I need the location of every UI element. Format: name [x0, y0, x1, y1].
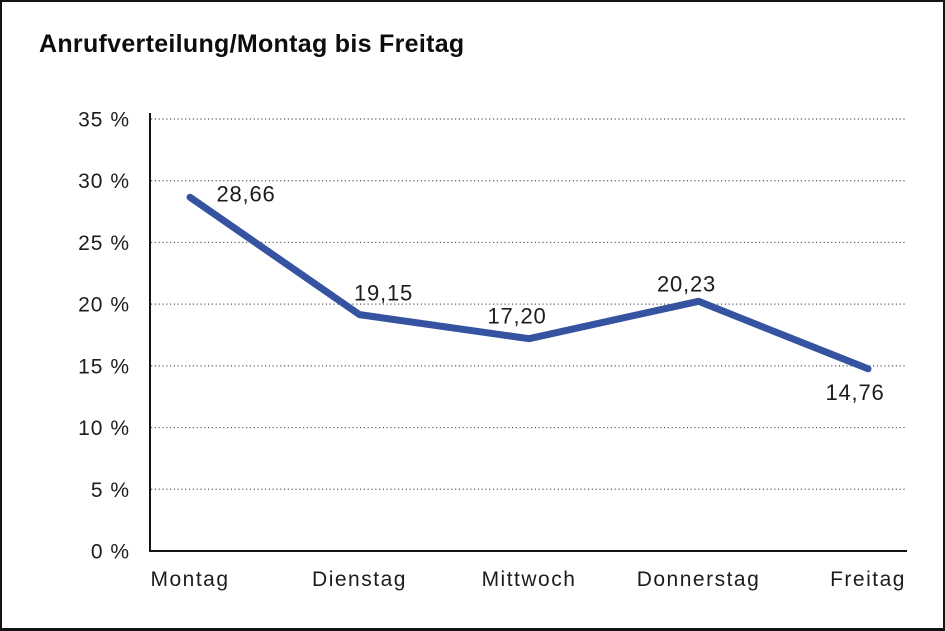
y-tick-label: 15 %	[78, 355, 130, 378]
data-point-label: 20,23	[657, 271, 716, 296]
y-tick-label: 20 %	[78, 294, 130, 317]
x-category-label: Mittwoch	[482, 568, 577, 591]
x-category-label: Donnerstag	[637, 568, 761, 591]
data-point-label: 28,66	[216, 181, 275, 206]
y-tick-label: 0 %	[91, 541, 130, 564]
data-point-label: 19,15	[354, 281, 413, 306]
y-tick-label: 10 %	[78, 417, 130, 440]
y-tick-label: 5 %	[91, 479, 130, 502]
y-tick-label: 25 %	[78, 232, 130, 255]
chart-title: Anrufverteilung/Montag bis Freitag	[39, 30, 465, 58]
data-point-label: 14,76	[825, 380, 884, 405]
data-series-line	[186, 193, 872, 373]
y-tick-label: 30 %	[78, 170, 130, 193]
y-tick-label: 35 %	[78, 109, 130, 132]
x-category-label: Freitag	[830, 568, 906, 591]
x-category-label: Montag	[150, 568, 229, 591]
data-point-label: 17,20	[487, 304, 546, 329]
x-category-label: Dienstag	[312, 568, 407, 591]
